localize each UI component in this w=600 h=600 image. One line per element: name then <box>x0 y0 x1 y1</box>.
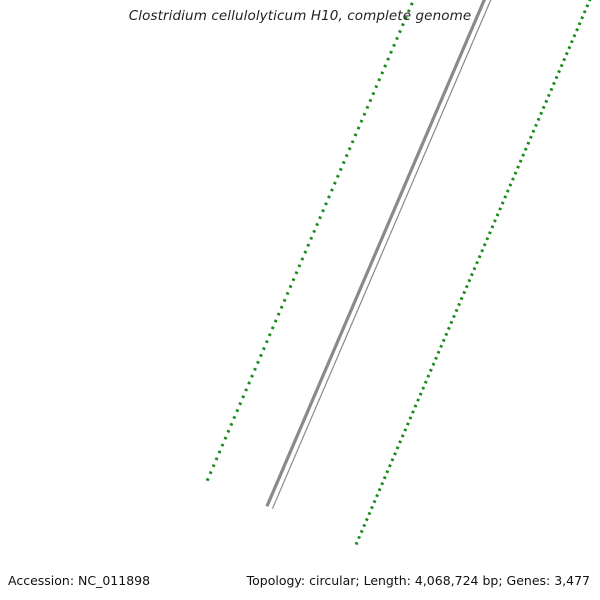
genome-summary-text: Topology: circular; Length: 4,068,724 bp… <box>246 573 590 588</box>
accession-text: Accession: NC_011898 <box>8 573 151 588</box>
ruler-dots <box>205 0 592 546</box>
backbone-line <box>271 0 492 509</box>
genome-backbone <box>265 0 492 509</box>
backbone-line <box>265 0 486 507</box>
map-title: Clostridium cellulolyticum H10, complete… <box>128 8 472 24</box>
ruler-dot-line <box>354 0 592 546</box>
ruler-dot-line <box>205 0 416 482</box>
